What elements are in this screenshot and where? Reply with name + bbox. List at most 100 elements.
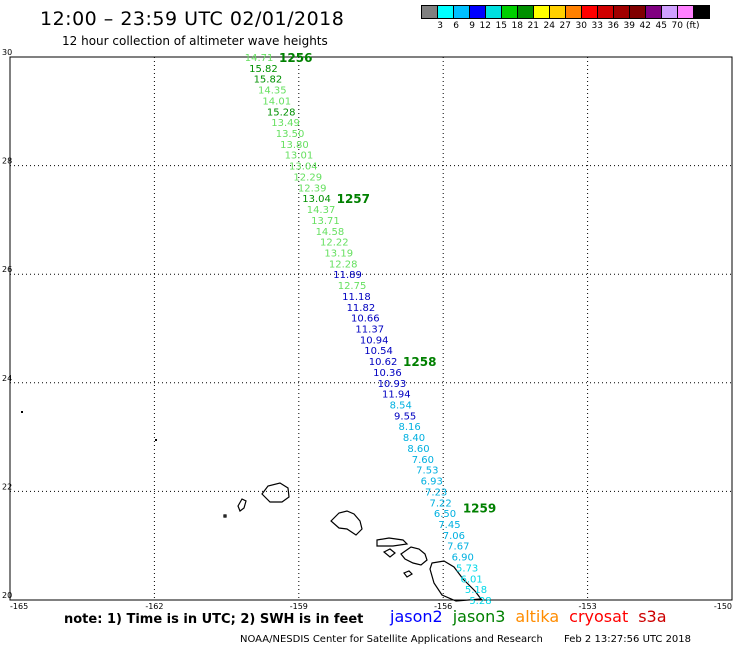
swh-value: 13.50: [276, 129, 305, 140]
swh-value: 12.28: [329, 259, 358, 270]
legend-label: 45: [655, 21, 667, 31]
swh-value: 7.45: [438, 520, 460, 531]
island-lanai: [382, 548, 396, 558]
swh-value: 7.22: [429, 498, 451, 509]
legend-label: 39: [623, 21, 635, 31]
legend-unit: (ft): [686, 21, 700, 31]
pass-number-label: 1256: [279, 51, 312, 65]
legend-label: 42: [639, 21, 651, 31]
legend-label: 9: [469, 21, 475, 31]
coastlines: [223, 482, 483, 602]
legend-label: 33: [591, 21, 603, 31]
swh-value: 6.90: [452, 553, 474, 564]
legend-label: 21: [527, 21, 539, 31]
map-title: 12:00 – 23:59 UTC 02/01/2018: [40, 8, 345, 30]
swh-value: 7.06: [443, 531, 465, 542]
lon-tick-label: -162: [145, 602, 163, 611]
swh-value: 11.18: [342, 292, 371, 303]
legend-label: 30: [575, 21, 587, 31]
reef-dot: [155, 439, 157, 441]
map-grid: [10, 57, 732, 600]
swh-value: 10.94: [360, 335, 389, 346]
pass-number-label: 1259: [463, 502, 496, 516]
legend-label: 3: [437, 21, 443, 31]
swh-value: 12.75: [338, 281, 367, 292]
legend-label: 27: [559, 21, 571, 31]
map-frame: [9, 56, 733, 601]
satellite-altika: altika: [515, 607, 560, 626]
legend-label: 6: [453, 21, 459, 31]
swh-value: 6.50: [434, 509, 456, 520]
satellite-track: 14.7115.8215.8214.3514.0115.2813.4913.50…: [245, 51, 496, 607]
swh-value: 8.40: [403, 433, 425, 444]
swh-value: 7.60: [412, 455, 434, 466]
legend-label: 12: [479, 21, 491, 31]
lon-tick-label: -150: [714, 602, 732, 611]
swh-value: 12.39: [298, 183, 327, 194]
swh-value: 14.58: [316, 227, 345, 238]
swh-value: 13.01: [285, 151, 314, 162]
legend-labels: 3 6 9 12 15 18 21 24 27 30 33 36 39 42 45 70 (ft): [421, 19, 709, 33]
swh-value: 6.93: [421, 477, 443, 488]
swh-value: 6.01: [460, 574, 482, 585]
swh-value: 13.71: [311, 216, 340, 227]
swh-value: 12.22: [320, 238, 349, 249]
swh-value: 15.82: [249, 64, 278, 75]
reef-dots: [21, 411, 157, 441]
lon-tick-label: -153: [579, 602, 597, 611]
island-kahoolawe: [403, 570, 413, 578]
axis-tick-labels: 30 28 26 24 22 20 -165 -162 -159 -156 -153 -150: [2, 48, 732, 611]
swh-value: 11.82: [347, 303, 376, 314]
swh-value: 11.94: [382, 390, 411, 401]
swh-value: 7.23: [425, 487, 447, 498]
swh-value: 13.04: [289, 162, 318, 173]
legend-label: 15: [495, 21, 507, 31]
swh-value: 14.01: [262, 96, 291, 107]
legend-swatches: [421, 5, 710, 19]
satellite-jason3: jason3: [452, 607, 506, 626]
satellite-jason2: jason2: [390, 607, 443, 626]
swh-value: 5.28: [469, 596, 491, 607]
swh-value: 7.67: [447, 542, 469, 553]
legend-label: 24: [543, 21, 555, 31]
color-legend: 3 6 9 12 15 18 21 24 27 30 33 36 39 42 45 70 (ft): [421, 5, 710, 33]
pass-number-label: 1257: [337, 192, 370, 206]
legend-label: 18: [511, 21, 523, 31]
swh-value: 10.93: [378, 379, 407, 390]
swh-value: 5.73: [456, 563, 478, 574]
swh-value: 14.37: [307, 205, 336, 216]
satellite-s3a: s3a: [638, 607, 667, 626]
lat-tick-label: 24: [2, 374, 12, 383]
footer-org: NOAA/NESDIS Center for Satellite Applica…: [240, 634, 543, 645]
legend-label: 36: [607, 21, 619, 31]
satellite-cryosat: cryosat: [569, 607, 629, 626]
satellite-key: jason2 jason3 altika cryosat s3a: [390, 607, 677, 626]
swh-value: 13.04: [302, 194, 331, 205]
swh-value: 10.66: [351, 314, 380, 325]
island-hawaii: [429, 560, 483, 602]
swh-value: 15.28: [267, 107, 296, 118]
swh-value: 11.89: [333, 270, 362, 281]
swh-value: 10.62: [369, 357, 398, 368]
units-note: note: 1) Time is in UTC; 2) SWH is in fe…: [64, 612, 364, 627]
lon-tick-label: -165: [10, 602, 28, 611]
swh-value: 13.80: [280, 140, 309, 151]
swh-value: 9.55: [394, 411, 416, 422]
swh-value: 13.49: [271, 118, 300, 129]
island-niihau: [237, 498, 247, 512]
swh-value: 14.71: [245, 53, 274, 64]
island-oahu: [330, 510, 363, 536]
lat-tick-label: 30: [2, 48, 12, 57]
reef-dot: [21, 411, 23, 413]
swh-value: 8.16: [398, 422, 420, 433]
map-subtitle: 12 hour collection of altimeter wave hei…: [62, 34, 328, 48]
swh-value: 12.29: [293, 172, 322, 183]
legend-swatch: [693, 5, 710, 19]
lat-tick-label: 20: [2, 591, 12, 600]
swh-value: 15.82: [254, 75, 283, 86]
lon-tick-label: -159: [290, 602, 308, 611]
legend-label: 70: [671, 21, 683, 31]
lat-tick-label: 28: [2, 157, 12, 166]
swh-value: 13.19: [324, 248, 353, 259]
island-kaula: [223, 514, 227, 518]
